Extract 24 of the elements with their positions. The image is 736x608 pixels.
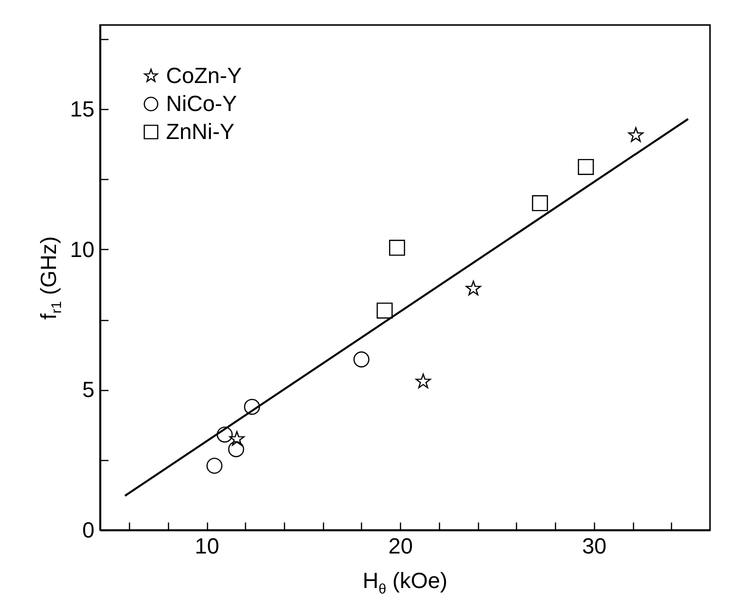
point [416,374,431,388]
point [466,280,482,296]
x-tick-label: 20 [388,534,413,558]
y-tick-label: 5 [82,377,94,402]
point [244,398,260,415]
x-tick-label: 30 [582,534,607,558]
legend-label: ZnNi-Y [166,119,235,144]
point [578,158,594,175]
y-tick-label: 15 [70,96,94,122]
point [353,351,370,368]
x-axis-title: H$_{θ}$ (kOe) [362,568,448,596]
point [229,431,245,446]
y-tick-label: 10 [70,236,94,262]
point [228,441,244,458]
point [628,127,644,142]
point [389,240,406,256]
legend-label: NiCo-Y [166,91,238,116]
point [216,426,233,443]
legend-label: CoZn-Y [166,63,242,88]
point [376,302,393,319]
x-tick-label: 10 [194,534,220,558]
point [206,458,222,474]
point [532,195,548,212]
y-tick-label: 0 [82,518,94,542]
